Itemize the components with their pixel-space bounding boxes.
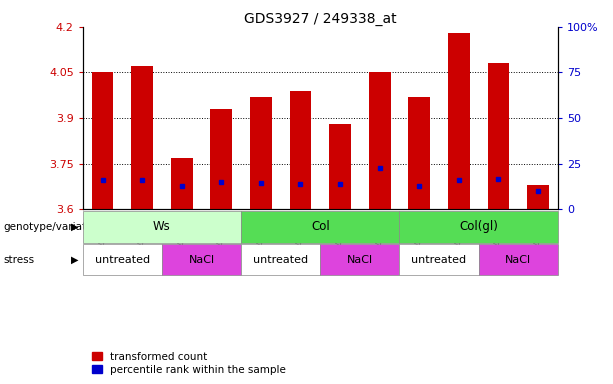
Bar bbox=[487, 63, 509, 209]
Bar bbox=[448, 33, 470, 209]
Bar bbox=[289, 91, 311, 209]
Bar bbox=[369, 73, 390, 209]
Bar bbox=[250, 97, 272, 209]
Text: untreated: untreated bbox=[253, 255, 308, 265]
Title: GDS3927 / 249338_at: GDS3927 / 249338_at bbox=[244, 12, 397, 26]
Bar bbox=[527, 185, 549, 209]
Bar bbox=[171, 157, 192, 209]
Text: Col: Col bbox=[311, 220, 330, 233]
Text: ▶: ▶ bbox=[71, 255, 78, 265]
Text: untreated: untreated bbox=[411, 255, 466, 265]
Text: NaCl: NaCl bbox=[347, 255, 373, 265]
Text: stress: stress bbox=[3, 255, 34, 265]
Text: NaCl: NaCl bbox=[188, 255, 215, 265]
Text: ▶: ▶ bbox=[71, 222, 78, 232]
Bar bbox=[210, 109, 232, 209]
Legend: transformed count, percentile rank within the sample: transformed count, percentile rank withi… bbox=[88, 348, 290, 379]
Text: Ws: Ws bbox=[153, 220, 171, 233]
Bar bbox=[329, 124, 351, 209]
Bar bbox=[408, 97, 430, 209]
Text: genotype/variation: genotype/variation bbox=[3, 222, 102, 232]
Text: Col(gl): Col(gl) bbox=[459, 220, 498, 233]
Text: NaCl: NaCl bbox=[505, 255, 531, 265]
Text: untreated: untreated bbox=[95, 255, 150, 265]
Bar bbox=[92, 73, 113, 209]
Bar bbox=[131, 66, 153, 209]
